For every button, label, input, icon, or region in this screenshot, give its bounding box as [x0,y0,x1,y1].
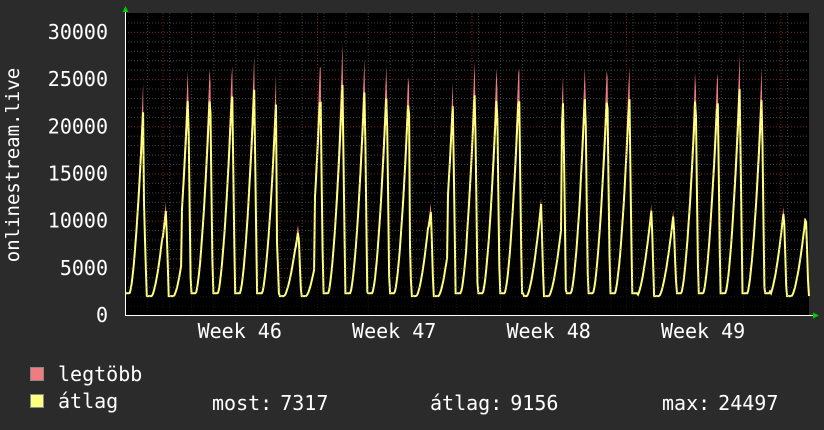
y-tick-label: 5000 [60,256,108,280]
axes [122,6,819,319]
stat-average-value: 9156 [510,391,559,415]
y-tick-label: 25000 [48,67,108,91]
y-tick-label: 10000 [48,209,108,233]
y-axis-arrow [122,6,129,12]
series-mask-1 [125,84,809,316]
x-tick-label: Week 46 [198,319,282,343]
stat-average-label: átlag: [430,391,503,415]
stat-current-value: 7317 [280,391,329,415]
x-tick-label: Week 49 [661,319,745,343]
stat-max-label: max: [662,391,711,415]
x-tick-label: Week 47 [352,319,436,343]
series-line-1 [125,84,810,298]
y-axis-label: onlinestream.live [2,68,24,262]
y-tick-label: 30000 [48,20,108,44]
legend-item-max: legtöbb [30,362,143,386]
stat-current: most: 7317 [212,391,328,415]
y-tick-labels: 0 5000 10000 15000 20000 25000 30000 [48,20,108,327]
legend-swatch-avg [30,394,44,408]
legend-label-avg: átlag [58,389,119,413]
legend-swatch-max [30,367,44,381]
y-tick-label: 0 [96,303,108,327]
y-tick-label: 20000 [48,114,108,138]
stat-current-label: most: [212,391,273,415]
legend-label-max: legtöbb [58,362,143,386]
stat-average: átlag: 9156 [430,391,558,415]
stat-max-value: 24497 [718,391,779,415]
legend-item-avg: átlag [30,389,119,413]
x-tick-labels: Week 46 Week 47 Week 48 Week 49 [198,319,746,343]
x-axis-arrow [813,312,819,319]
stat-max: max: 24497 [662,391,778,415]
y-tick-label: 15000 [48,161,108,185]
x-tick-label: Week 48 [506,319,590,343]
series-group [125,13,810,316]
